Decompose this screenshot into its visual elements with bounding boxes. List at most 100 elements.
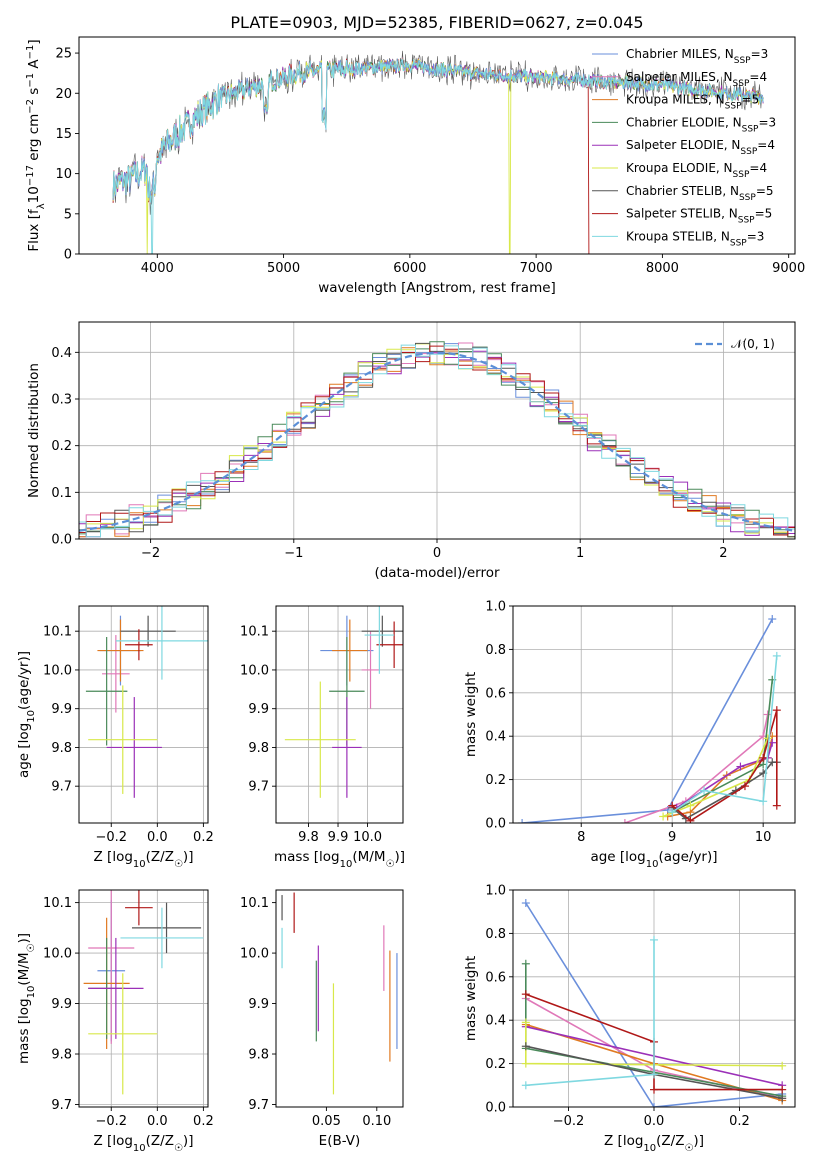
- x-tick-label: 5000: [267, 261, 300, 276]
- label-subscript: 10: [133, 859, 146, 870]
- label-text: mass weight: [463, 672, 479, 757]
- legend-label-sub: SSP: [738, 216, 755, 226]
- legend-label-main: Salpeter MILES, N: [626, 70, 733, 84]
- label-text: )]: [183, 849, 194, 865]
- y-tick-label: 0.2: [51, 439, 72, 454]
- y-axis-label-part: A: [26, 59, 42, 73]
- figure-title: PLATE=0903, MJD=52385, FIBERID=0627, z=0…: [230, 13, 643, 32]
- x-axis-label: mass [log10(M/M☉)]: [274, 849, 405, 870]
- x-tick-label: 10.0: [353, 830, 382, 845]
- legend-label-sub: SSP: [742, 124, 759, 134]
- label-subscript: ☉: [385, 859, 394, 870]
- axes-age_vs_Z: −0.2 0.0 0.29.79.89.910.010.1Z [log10(Z/Z☉…: [16, 605, 214, 870]
- legend-label-krou_miles: Kroupa MILES, NSSP=5: [626, 93, 759, 112]
- legend-label-chab_elodie: Chabrier ELODIE, NSSP=3: [626, 115, 776, 134]
- y-tick-label: 10.0: [240, 663, 269, 678]
- y-tick-label: 0.1: [51, 486, 72, 501]
- label-subscript: ☉: [174, 1143, 183, 1154]
- y-tick-label: 0.3: [51, 393, 72, 408]
- label-text: Z [log: [94, 849, 133, 865]
- x-tick-label: 1: [576, 546, 584, 561]
- label-text: (Z/Z: [146, 849, 174, 865]
- label-text: age [log: [590, 849, 645, 865]
- axes-mass_vs_ebv: 0.05 0.10 9.7 9.8 9.9 10.0 10.1 E(B-V): [240, 889, 404, 1149]
- y-tick-label: 0.2: [485, 773, 506, 788]
- x-tick-label: 8: [577, 830, 585, 845]
- y-tick-label: 10: [55, 167, 72, 182]
- y-tick-label: 0.8: [485, 927, 506, 942]
- y-tick-label: 0.8: [485, 643, 506, 658]
- legend-label-main: Kroupa STELIB, N: [626, 229, 730, 243]
- y-tick-label: 9.7: [248, 1098, 269, 1113]
- axes-frame: [275, 605, 404, 824]
- x-tick-label: −0.2: [95, 1114, 127, 1129]
- y-axis-label-part: ]: [26, 39, 42, 44]
- x-axis-label: age [log10(age/yr)]: [590, 849, 717, 870]
- plot-area: [521, 899, 787, 1107]
- y-tick-label: 10.1: [240, 625, 269, 640]
- y-tick-label: 10.0: [43, 663, 72, 678]
- x-axis-label: (data-model)/error: [374, 565, 500, 581]
- spectrum-line-krou_stelib: [112, 59, 764, 254]
- axes-residuals: −2 −1 0 1 2 0.0 0.1 0.2 0.3 0.4 (data-model)/error…: [26, 321, 796, 581]
- legend-label-tail: =4: [749, 161, 767, 175]
- legend-label-main: Salpeter ELODIE, N: [626, 138, 740, 152]
- legend-label-sub: SSP: [740, 147, 757, 157]
- label-subscript: 10: [26, 986, 37, 999]
- label-text: (Z/Z: [146, 1133, 174, 1149]
- y-tick-label: 9.8: [248, 1048, 269, 1063]
- y-tick-label: 10.1: [240, 896, 269, 911]
- label-text: E(B-V): [319, 1133, 361, 1149]
- legend-label-sub: SSP: [734, 56, 751, 66]
- y-tick-label: 0.2: [485, 1057, 506, 1072]
- y-tick-label: 9.9: [248, 997, 269, 1012]
- y-tick-label: 9.7: [248, 780, 269, 795]
- y-tick-label: 0.0: [485, 817, 506, 832]
- label-text: )]: [394, 849, 405, 865]
- legend-label-krou_elodie: Kroupa ELODIE, NSSP=4: [626, 161, 767, 180]
- normal-reference-curve: [79, 351, 795, 532]
- axes-massweight_vs_Z: −0.2 0.0 0.2 0.0 0.2 0.4 0.6 0.8 1.0 Z [log10(Z/Z…: [463, 884, 796, 1154]
- label-subscript: 10: [340, 859, 353, 870]
- y-axis-label-part: 10: [26, 186, 42, 203]
- y-axis-label: Flux [fλ10−17 erg cm−2 s−1 A−1]: [25, 39, 47, 251]
- histogram-krou_stelib: [79, 344, 795, 538]
- x-tick-label: 0: [433, 546, 441, 561]
- label-subscript: ☉: [26, 944, 37, 953]
- mass-weight-line-salp_elodie: [676, 742, 774, 809]
- plot-area: [83, 890, 204, 1095]
- y-tick-label: 0.4: [485, 1014, 506, 1029]
- y-axis-label: mass weight: [463, 672, 479, 757]
- label-text: )]: [693, 1133, 704, 1149]
- x-tick-label: −2: [141, 546, 160, 561]
- legend-label-tail: =4: [749, 70, 767, 84]
- y-axis-label: Normed distribution: [26, 363, 42, 498]
- y-axis-label: age [log10(age/yr)]: [16, 651, 37, 778]
- legend-label-salp_elodie: Salpeter ELODIE, NSSP=4: [626, 138, 775, 157]
- legend-label-salp_stelib: Salpeter STELIB, NSSP=5: [626, 207, 772, 226]
- x-axis-label: Z [log10(Z/Z☉)]: [604, 1133, 704, 1154]
- x-tick-label: 0.2: [729, 1114, 750, 1129]
- axes-mass_vs_Z: −0.2 0.0 0.29.79.89.910.010.1Z [log10(Z/Z☉…: [16, 889, 214, 1154]
- x-tick-label: 0.2: [193, 1114, 214, 1129]
- y-tick-label: 0.4: [485, 730, 506, 745]
- plot-area: [281, 892, 398, 1095]
- x-tick-label: 0.0: [644, 1114, 665, 1129]
- y-tick-label: 9.8: [248, 741, 269, 756]
- x-tick-label: 0.2: [193, 830, 214, 845]
- y-axis-label-part: Flux [f: [26, 208, 42, 252]
- label-text: (M/M: [16, 953, 32, 986]
- label-text: (age/yr)]: [16, 651, 32, 710]
- label-text: (age/yr)]: [658, 849, 717, 865]
- y-tick-label: 9.7: [51, 1098, 72, 1113]
- label-text: mass weight: [463, 956, 479, 1041]
- plot-area: [518, 615, 781, 823]
- label-text: mass [log: [274, 849, 340, 865]
- x-tick-label: 9: [668, 830, 676, 845]
- y-tick-label: 1.0: [485, 600, 506, 615]
- y-tick-label: 10.0: [240, 947, 269, 962]
- axes-frame: [78, 36, 796, 255]
- axes-frame: [275, 889, 404, 1108]
- x-tick-label: 6000: [393, 261, 426, 276]
